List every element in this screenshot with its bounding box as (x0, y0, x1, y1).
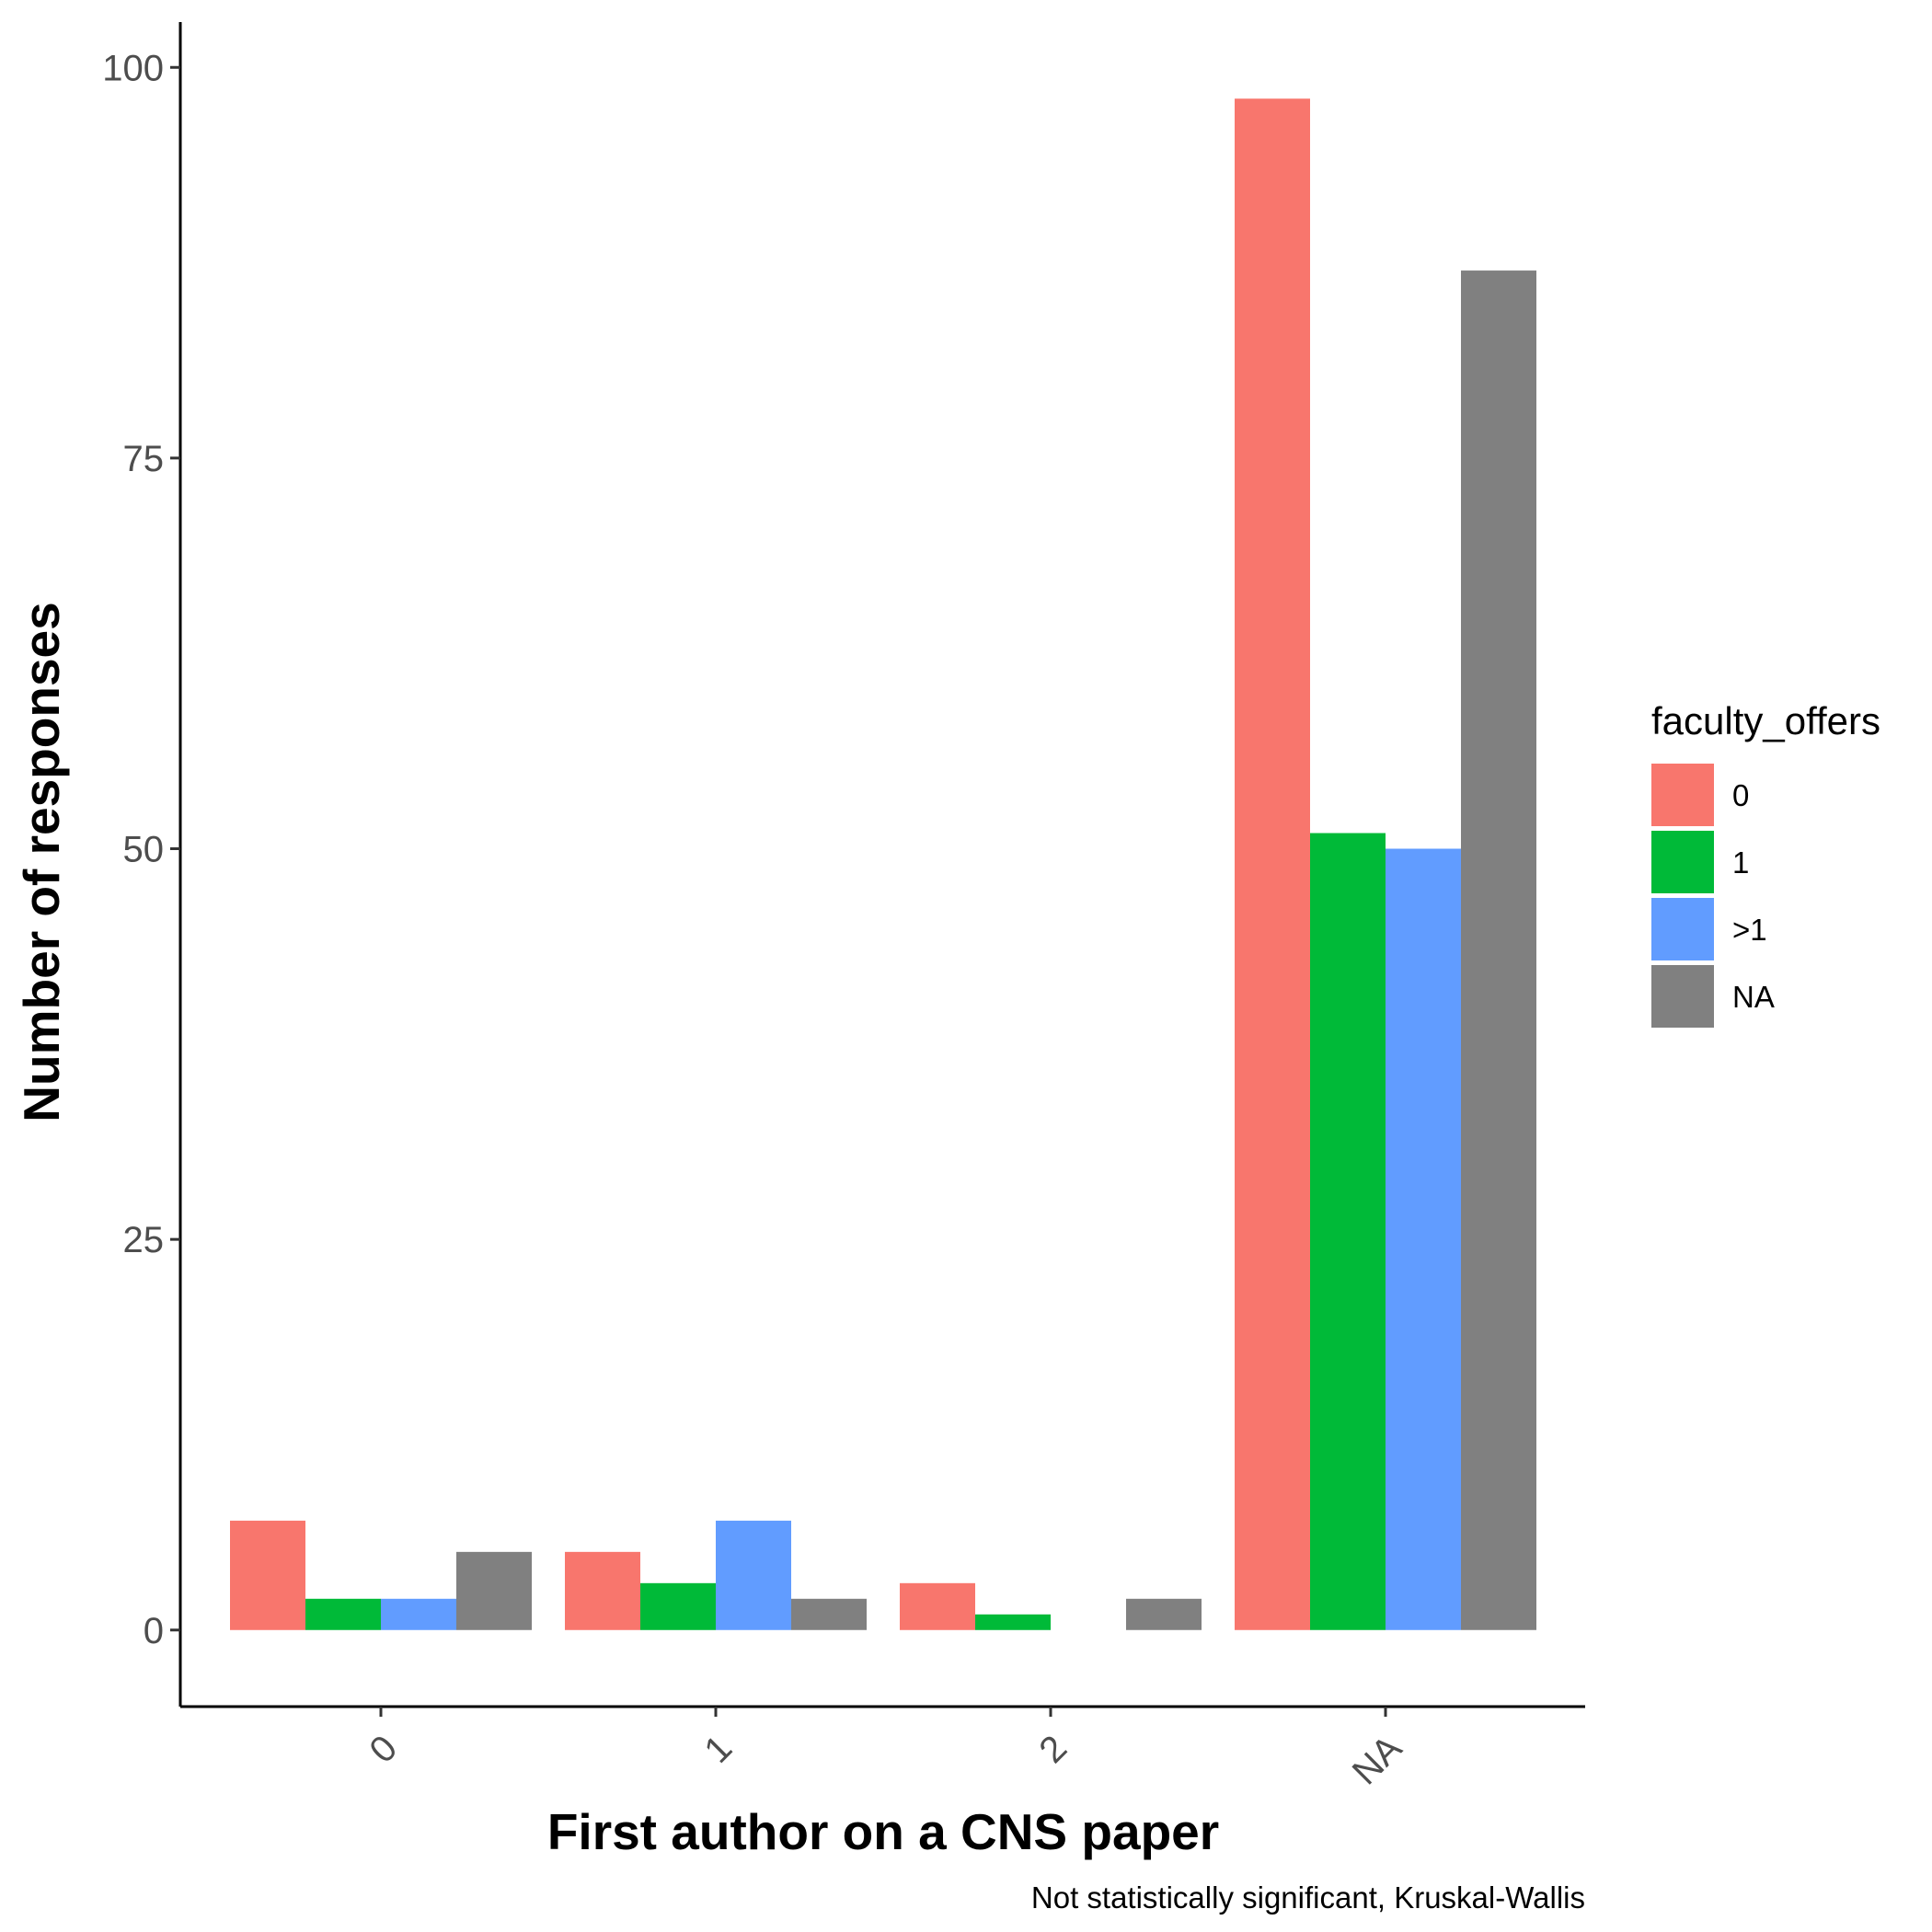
legend-label: >1 (1732, 913, 1767, 947)
bar-na-series-1 (1235, 98, 1310, 1630)
legend-key-3 (1651, 898, 1714, 960)
caption: Not statistically significant, Kruskal-W… (1031, 1880, 1585, 1915)
x-tick-label: NA (1345, 1728, 1410, 1793)
y-axis-title: Number of responses (13, 602, 70, 1121)
y-tick-label: 50 (123, 830, 165, 870)
bar-1-series-4 (791, 1598, 867, 1630)
legend-key-1 (1651, 764, 1714, 826)
y-axis: 0 25 50 75 100 (102, 22, 182, 1707)
x-axis: 0 1 2 NA (180, 1705, 1585, 1793)
legend: faculty_offers 0 1 >1 NA (1651, 699, 1880, 1028)
legend-key-2 (1651, 831, 1714, 893)
bar-1-series-2 (640, 1582, 716, 1630)
legend-label: 0 (1732, 778, 1749, 812)
y-tick-label: 75 (123, 439, 165, 479)
bars-layer (230, 98, 1536, 1630)
legend-label: NA (1732, 980, 1775, 1014)
x-tick-label: 1 (696, 1728, 740, 1771)
bar-1-series-3 (716, 1520, 791, 1630)
bar-na-series-2 (1310, 833, 1386, 1630)
legend-title: faculty_offers (1651, 699, 1880, 742)
x-tick-label: 2 (1031, 1728, 1075, 1771)
x-axis-title: First author on a CNS paper (547, 1803, 1219, 1860)
y-tick-label: 0 (144, 1611, 164, 1651)
bar-0-series-3 (381, 1598, 456, 1630)
bar-2-series-2 (975, 1614, 1051, 1630)
y-tick-label: 25 (123, 1220, 165, 1260)
bar-0-series-1 (230, 1520, 305, 1630)
bar-na-series-4 (1461, 270, 1536, 1630)
legend-label: 1 (1732, 845, 1749, 880)
bar-na-series-3 (1386, 848, 1461, 1630)
bar-0-series-4 (456, 1551, 532, 1630)
bar-2-series-4 (1126, 1598, 1202, 1630)
y-tick-label: 100 (102, 48, 164, 88)
bar-0-series-2 (305, 1598, 381, 1630)
legend-key-4 (1651, 965, 1714, 1028)
bar-1-series-1 (565, 1551, 640, 1630)
x-tick-label: 0 (362, 1728, 405, 1771)
bar-2-series-1 (900, 1582, 975, 1630)
